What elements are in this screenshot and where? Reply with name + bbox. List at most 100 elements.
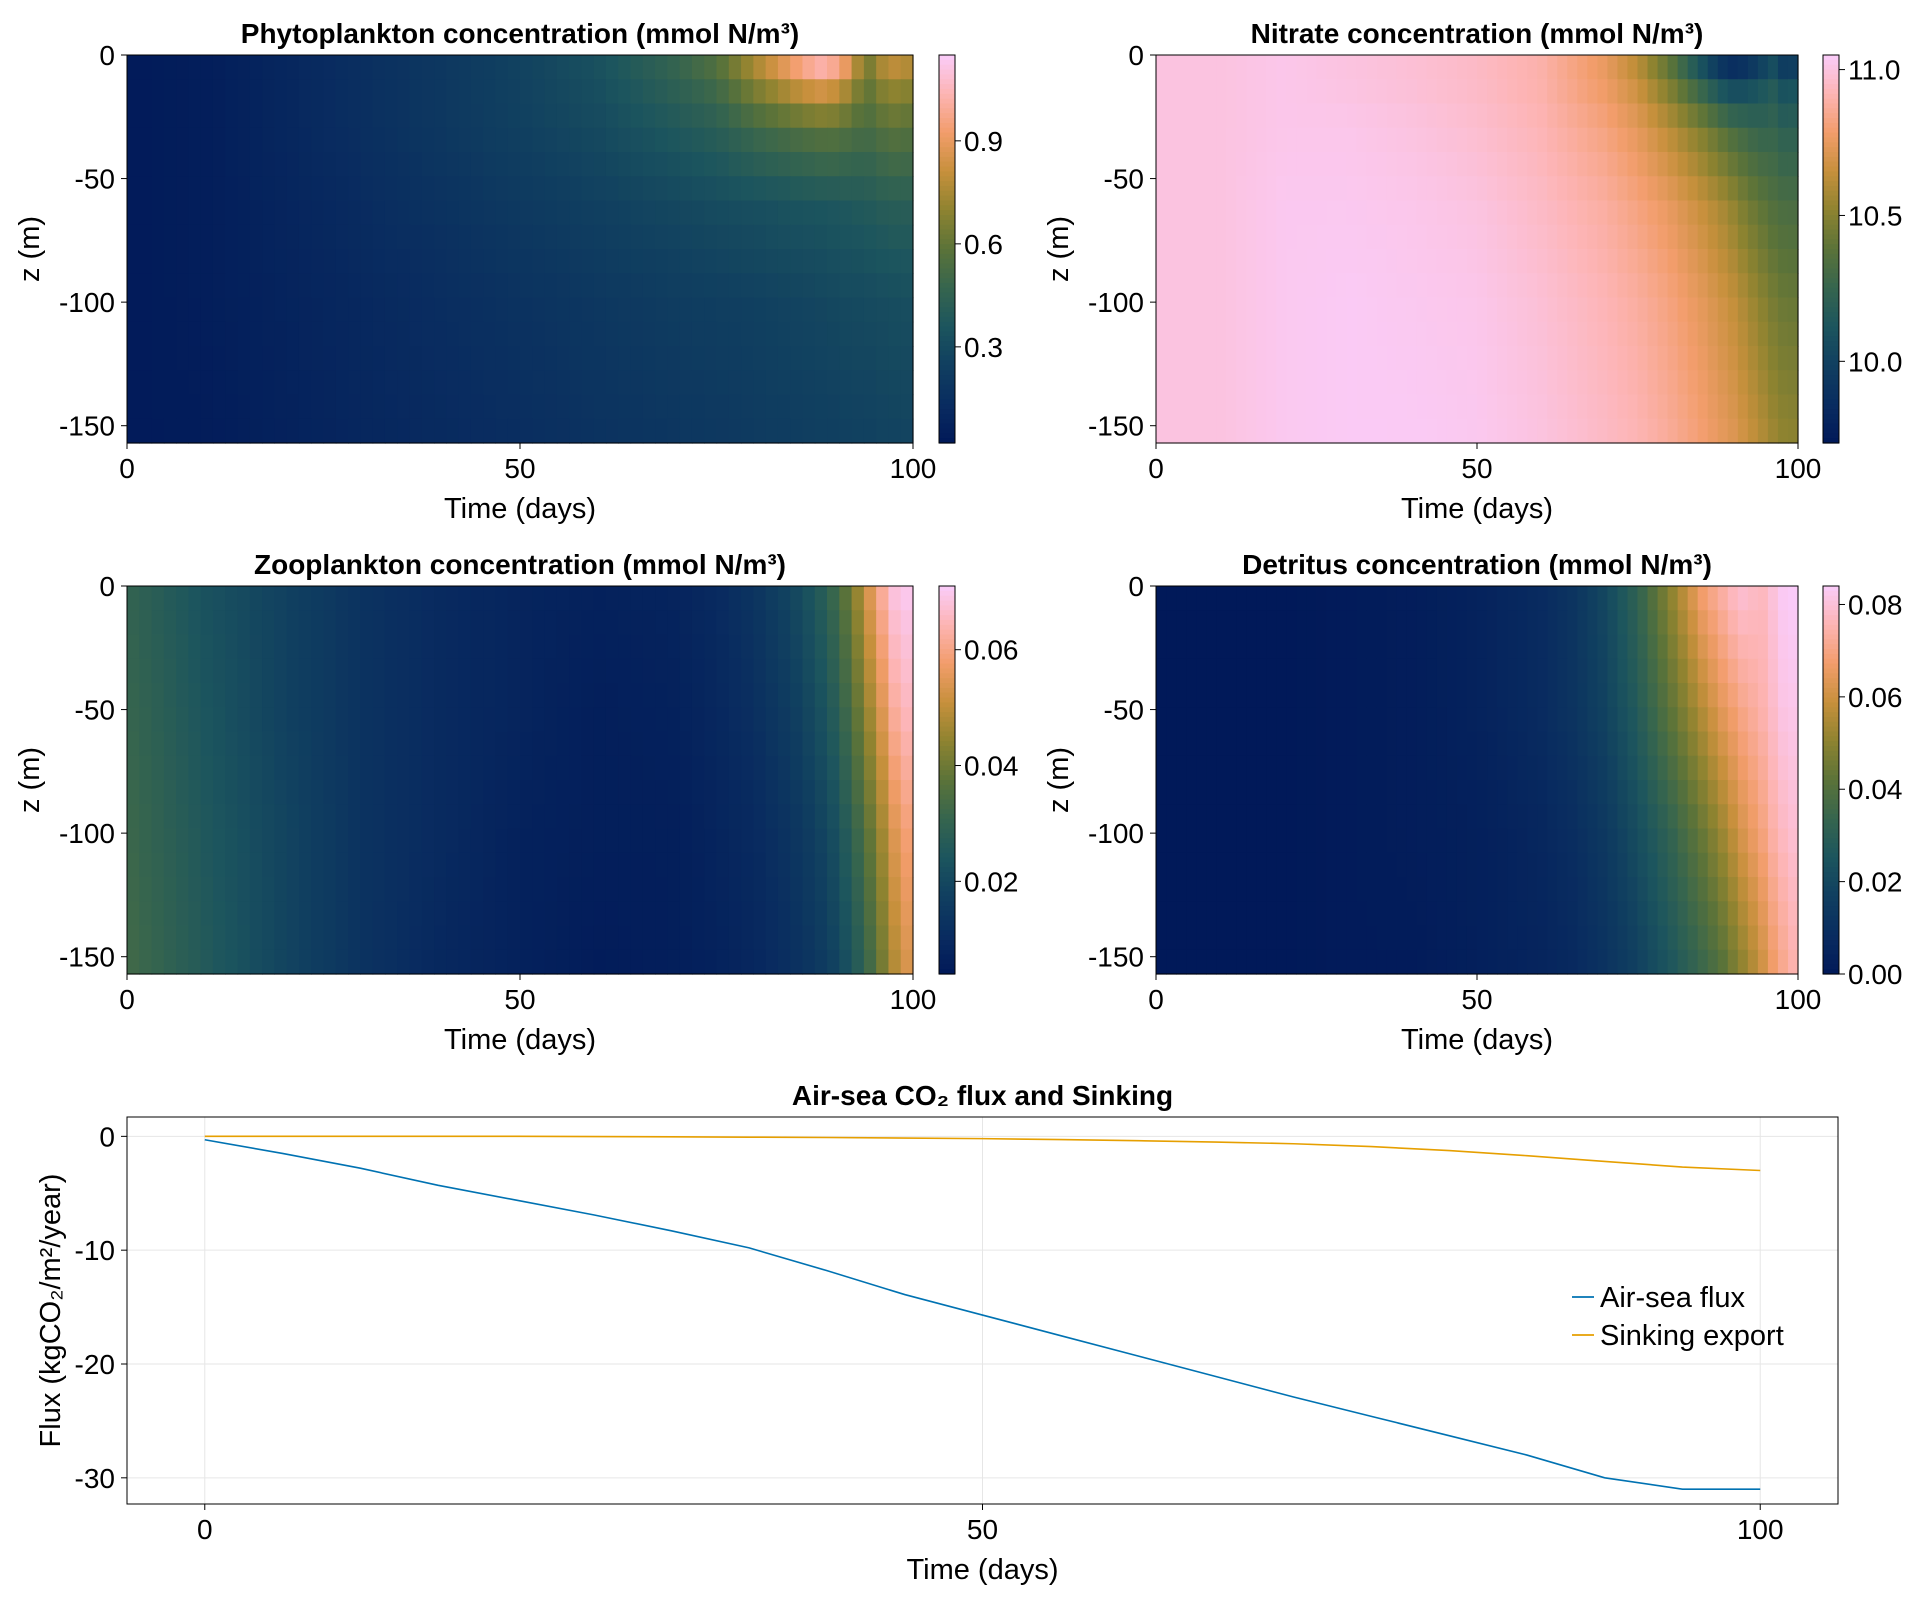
heatmap-cell xyxy=(630,634,644,660)
heatmap-cell xyxy=(1376,949,1388,975)
heatmap-cell xyxy=(225,683,239,708)
heatmap-cell xyxy=(1176,949,1187,975)
colorbar-segment xyxy=(939,867,955,873)
heatmap-cell xyxy=(188,925,202,951)
heatmap-cell xyxy=(716,949,730,975)
heatmap-cell xyxy=(1296,586,1308,611)
y-tick-label: -150 xyxy=(1088,411,1144,442)
heatmap-cell xyxy=(802,370,816,396)
heatmap-cell xyxy=(569,804,583,830)
heatmap-cell xyxy=(814,79,828,105)
colorbar-segment xyxy=(1823,741,1839,747)
heatmap-cell xyxy=(790,828,804,854)
heatmap-cell xyxy=(1637,634,1649,660)
heatmap-cell xyxy=(556,55,570,80)
colorbar-segment xyxy=(1823,605,1839,611)
heatmap-cell xyxy=(262,346,275,371)
heatmap-cell xyxy=(1336,249,1348,274)
colorbar-segment xyxy=(939,84,955,90)
heatmap-cell xyxy=(876,610,890,636)
heatmap-cell xyxy=(1456,804,1468,830)
colorbar-segment xyxy=(939,770,955,776)
heatmap-cell xyxy=(1256,127,1267,153)
heatmap-cell xyxy=(888,273,902,299)
heatmap-cell xyxy=(1767,780,1779,805)
heatmap-cell xyxy=(1517,852,1528,878)
heatmap-cell xyxy=(1777,707,1789,733)
heatmap-cell xyxy=(298,370,312,396)
heatmap-cell xyxy=(618,949,632,975)
heatmap-cell xyxy=(520,273,533,299)
heatmap-cell xyxy=(1727,346,1739,371)
heatmap-cell xyxy=(1246,79,1257,105)
heatmap-cell xyxy=(1286,731,1298,757)
heatmap-cell xyxy=(1226,780,1237,805)
heatmap-cell xyxy=(1466,707,1478,733)
heatmap-cell xyxy=(1667,394,1679,420)
heatmap-cell xyxy=(777,852,791,878)
heatmap-cell xyxy=(470,152,484,177)
heatmap-cell xyxy=(753,658,767,684)
heatmap-cell xyxy=(802,297,816,323)
x-tick-label: 100 xyxy=(1775,984,1822,1015)
heatmap-cell xyxy=(434,586,447,611)
heatmap-cell xyxy=(176,949,190,975)
heatmap-cell xyxy=(1176,707,1187,733)
heatmap-cell xyxy=(520,731,533,757)
heatmap-cell xyxy=(728,273,742,299)
heatmap-cell xyxy=(1416,103,1428,129)
heatmap-cell xyxy=(1356,103,1368,129)
heatmap-cell xyxy=(1166,949,1177,975)
heatmap-cell xyxy=(802,200,816,226)
heatmap-cell xyxy=(397,321,411,347)
heatmap-cell xyxy=(483,780,497,805)
heatmap-cell xyxy=(200,658,214,684)
colorbar-segment xyxy=(1823,668,1839,674)
heatmap-cell xyxy=(1497,755,1508,781)
y-tick-label: -150 xyxy=(59,411,115,442)
heatmap-cell xyxy=(1587,273,1598,299)
phyto-cells xyxy=(127,55,914,444)
heatmap-cell xyxy=(1697,346,1709,371)
heatmap-cell xyxy=(176,346,190,371)
y-tick-label: 0 xyxy=(1128,571,1144,602)
heatmap-cell xyxy=(777,683,791,708)
heatmap-cell xyxy=(814,634,828,660)
heatmap-cell xyxy=(1687,79,1699,105)
heatmap-cell xyxy=(1156,224,1167,250)
heatmap-cell xyxy=(581,586,595,611)
heatmap-cell xyxy=(237,755,251,781)
heatmap-cell xyxy=(802,780,816,805)
heatmap-cell xyxy=(298,658,312,684)
heatmap-cell xyxy=(605,755,619,781)
heatmap-cell xyxy=(384,852,398,878)
colorbar-segment xyxy=(1823,901,1839,907)
heatmap-cell xyxy=(1266,249,1277,274)
heatmap-cell xyxy=(176,418,190,444)
heatmap-cell xyxy=(372,925,386,951)
colorbar-segment xyxy=(1823,712,1839,718)
heatmap-cell xyxy=(1687,152,1699,177)
heatmap-cell xyxy=(605,707,619,733)
heatmap-cell xyxy=(1787,224,1799,250)
heatmap-cell xyxy=(1256,731,1267,757)
heatmap-cell xyxy=(1416,321,1428,347)
heatmap-cell xyxy=(458,297,472,323)
heatmap-cell xyxy=(1346,610,1358,636)
heatmap-cell xyxy=(863,79,877,105)
heatmap-cell xyxy=(1316,925,1328,951)
heatmap-cell xyxy=(1156,901,1167,927)
heatmap-cell xyxy=(1777,370,1789,396)
heatmap-cell xyxy=(1336,394,1348,420)
heatmap-cell xyxy=(434,925,447,951)
heatmap-cell xyxy=(188,634,202,660)
heatmap-cell xyxy=(1166,780,1177,805)
heatmap-cell xyxy=(556,297,570,323)
heatmap-cell xyxy=(593,852,607,878)
heatmap-cell xyxy=(1166,877,1177,902)
heatmap-cell xyxy=(1647,683,1659,708)
colorbar-segment xyxy=(1823,219,1839,226)
heatmap-cell xyxy=(323,321,337,347)
colorbar-segment xyxy=(1823,88,1839,95)
heatmap-cell xyxy=(1647,370,1659,396)
